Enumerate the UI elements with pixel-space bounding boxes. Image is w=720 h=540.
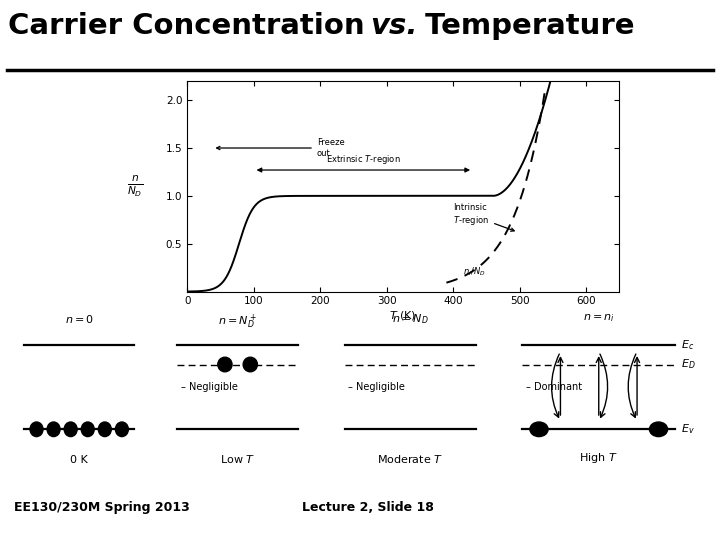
Circle shape [649, 422, 667, 436]
Text: EE130/230M Spring 2013: EE130/230M Spring 2013 [14, 501, 190, 514]
Text: $n = n_i$: $n = n_i$ [582, 313, 615, 325]
Text: Intrinsic
$T$-region: Intrinsic $T$-region [453, 203, 514, 231]
Text: $E_c$: $E_c$ [681, 338, 695, 352]
X-axis label: $T$ (K): $T$ (K) [390, 309, 417, 322]
Text: $n = N_D^+$: $n = N_D^+$ [218, 313, 257, 331]
Circle shape [243, 357, 258, 372]
Text: Extrinsic $T$-region: Extrinsic $T$-region [326, 153, 400, 166]
Text: $n = N_D$: $n = N_D$ [392, 313, 428, 327]
Circle shape [115, 422, 128, 436]
Text: $n_i/N_D$: $n_i/N_D$ [463, 266, 485, 278]
Text: Temperature: Temperature [415, 12, 634, 40]
Text: 0 K: 0 K [71, 455, 88, 465]
Circle shape [99, 422, 112, 436]
Text: – Dominant: – Dominant [526, 382, 582, 392]
Text: Moderate $T$: Moderate $T$ [377, 453, 444, 465]
Text: Lecture 2, Slide 18: Lecture 2, Slide 18 [302, 501, 434, 514]
Text: $E_D$: $E_D$ [681, 357, 696, 372]
Y-axis label: $\frac{n}{N_D}$: $\frac{n}{N_D}$ [127, 174, 143, 199]
Text: vs.: vs. [370, 12, 418, 40]
Circle shape [530, 422, 548, 436]
Text: Low $T$: Low $T$ [220, 453, 255, 465]
Text: Carrier Concentration: Carrier Concentration [8, 12, 374, 40]
Circle shape [81, 422, 94, 436]
Text: – Negligible: – Negligible [348, 382, 405, 392]
Text: $n = 0$: $n = 0$ [65, 313, 94, 325]
Text: High $T$: High $T$ [580, 451, 618, 465]
Text: – Negligible: – Negligible [181, 382, 238, 392]
Text: Freeze
out: Freeze out [217, 138, 345, 158]
Text: $E_v$: $E_v$ [681, 422, 695, 436]
Circle shape [30, 422, 43, 436]
Circle shape [64, 422, 77, 436]
Circle shape [217, 357, 232, 372]
Circle shape [47, 422, 60, 436]
